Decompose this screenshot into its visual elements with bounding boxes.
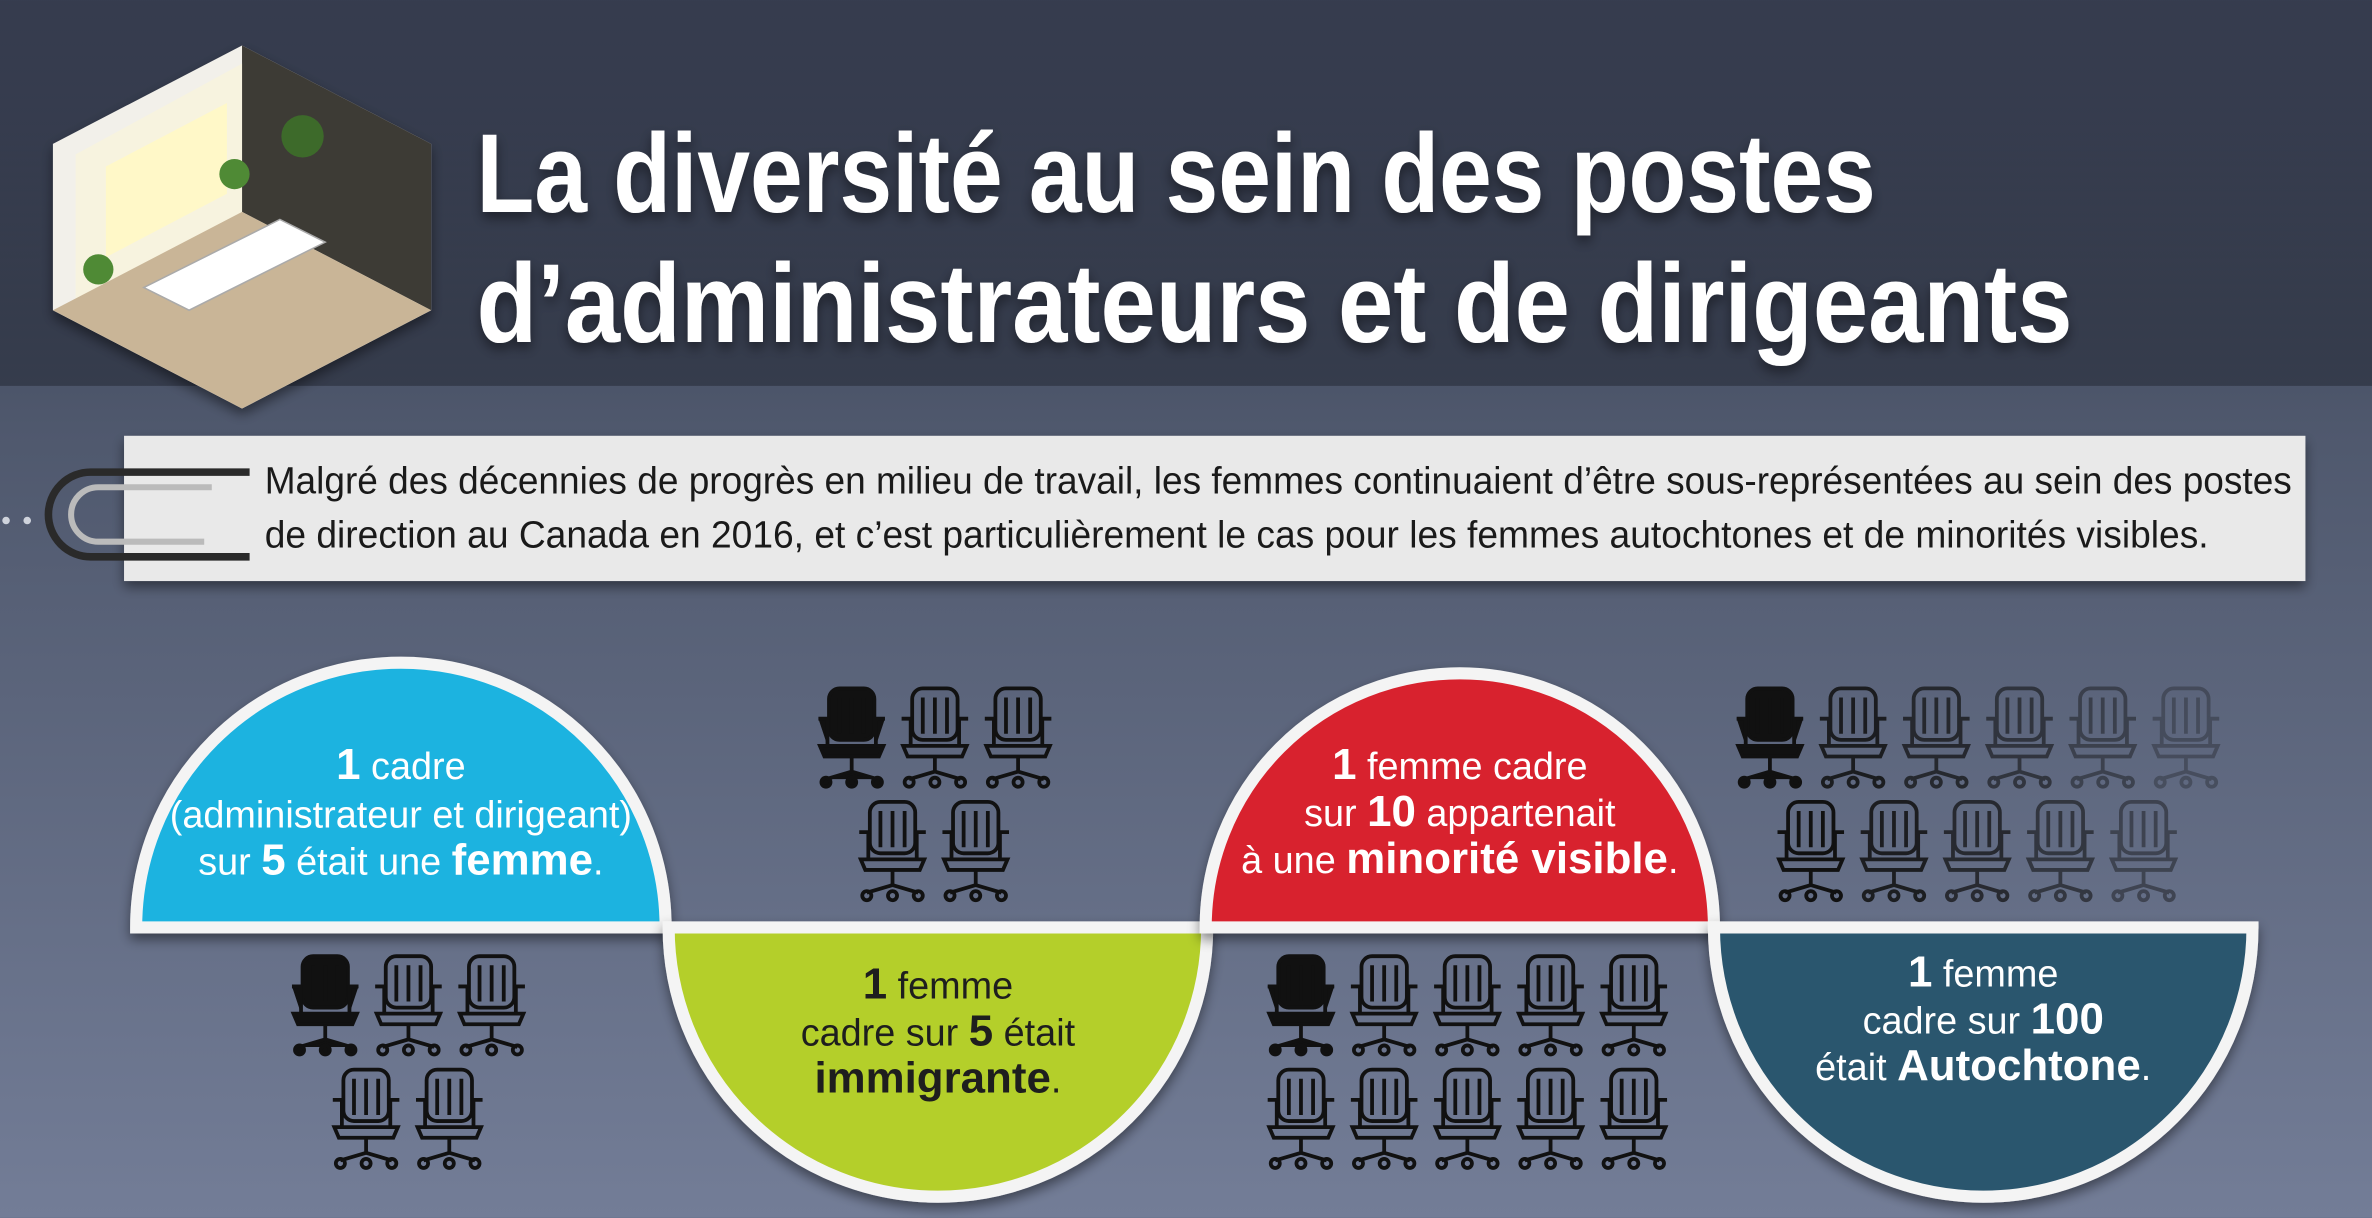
card-text: 1 femme cadre [1332, 740, 1587, 789]
title-line: d’administrateurs et de dirigeants [477, 241, 2073, 366]
title-band [0, 0, 2372, 386]
card-text: 1 femme [1908, 947, 2058, 996]
intro-text: de direction au Canada en 2016, et c’est… [265, 515, 2209, 557]
intro-text: Malgré des décennies de progrès en milie… [265, 460, 2292, 502]
card-text: (administrateur et dirigeant) [170, 795, 632, 837]
card-text: cadre sur 100 [1863, 994, 2104, 1043]
card-shape [1707, 921, 2259, 1203]
cards: 1 cadre(administrateur et dirigeant)sur … [130, 656, 2259, 1203]
card-shape [662, 921, 1214, 1203]
card-text: immigrante. [814, 1053, 1061, 1102]
paperclip [2, 468, 250, 561]
card-text: cadre sur 5 était [801, 1006, 1076, 1055]
card-shape [130, 656, 672, 934]
card-text: à une minorité visible. [1241, 834, 1678, 883]
title-line: La diversité au sein des postes [477, 111, 1876, 236]
card-text: sur 10 appartenait [1304, 787, 1616, 836]
card-text: était Autochtone. [1815, 1041, 2151, 1090]
card-shape [1199, 667, 1721, 934]
card-text: 1 cadre [336, 740, 465, 789]
card-text: sur 5 était une femme. [198, 835, 603, 884]
intro-banner [124, 435, 2306, 582]
room-illustration [52, 45, 432, 409]
card-text: 1 femme [863, 960, 1013, 1009]
